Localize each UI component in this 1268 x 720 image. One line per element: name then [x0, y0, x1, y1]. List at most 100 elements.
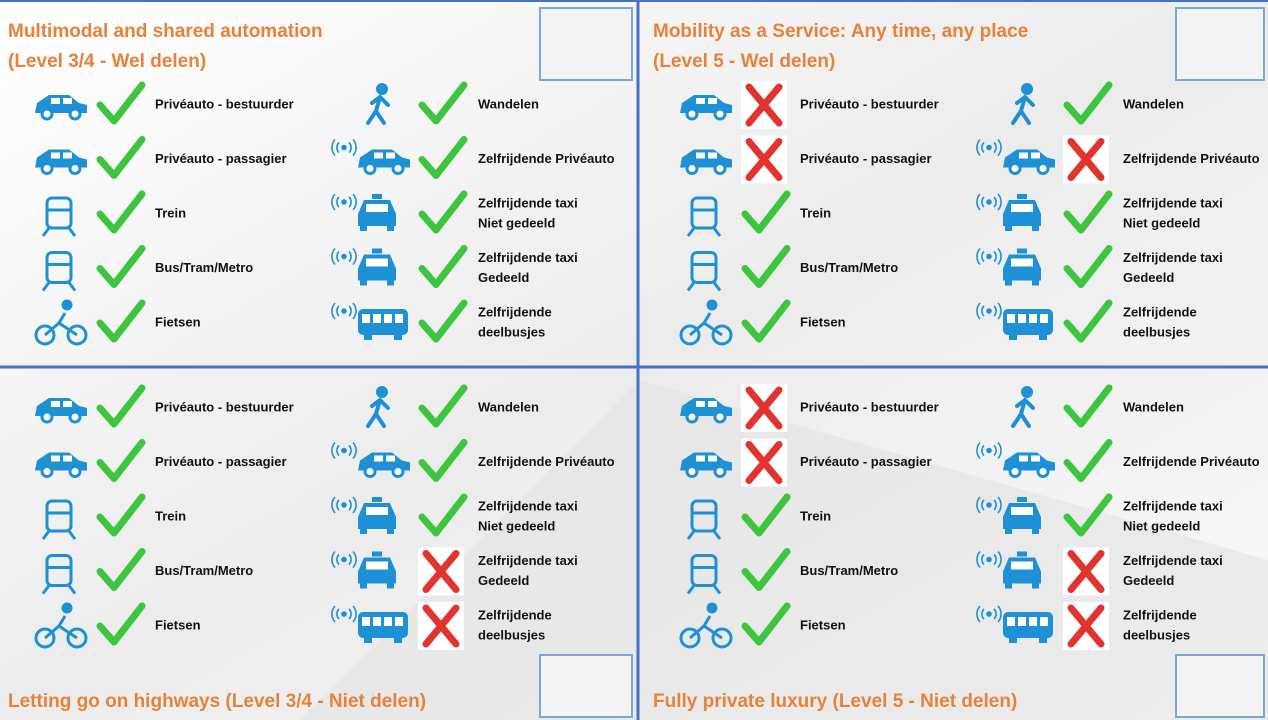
wireless-icon — [331, 247, 357, 266]
wheel — [387, 280, 394, 286]
wheel — [1005, 280, 1012, 286]
mode-label: Wandelen — [478, 399, 539, 414]
wave — [981, 499, 997, 511]
wheel — [34, 324, 56, 346]
quadrant-title: Letting go on highways (Level 3/4 - Niet… — [8, 691, 426, 712]
mode-label: Zelfrijdende taxi — [478, 498, 578, 513]
wheel — [364, 335, 372, 340]
wireless-icon — [976, 496, 1002, 514]
mode-label: deelbusjes — [478, 627, 545, 642]
body — [690, 554, 718, 587]
bike-icon — [679, 602, 733, 649]
window — [696, 98, 705, 104]
wireless-icon — [331, 138, 357, 157]
walker-icon — [366, 83, 390, 125]
body — [45, 554, 73, 587]
window — [63, 401, 72, 407]
wave — [976, 550, 1002, 569]
window — [63, 98, 72, 104]
mode-label: Trein — [155, 508, 186, 523]
wave — [331, 550, 357, 569]
wave — [331, 496, 357, 514]
body — [1003, 254, 1041, 281]
train-icon — [686, 554, 722, 595]
body — [1003, 557, 1041, 584]
window — [386, 152, 395, 159]
train-icon — [41, 499, 77, 540]
wireless-icon — [331, 605, 357, 623]
sign — [372, 194, 382, 199]
check-mark — [96, 439, 146, 482]
taxi-icon — [358, 551, 396, 589]
mode-label: Wandelen — [1123, 96, 1184, 111]
mode-label: deelbusjes — [478, 324, 545, 339]
wave — [336, 250, 352, 263]
train-icon — [41, 554, 77, 595]
wireless-icon — [976, 441, 1002, 460]
frame — [689, 312, 723, 337]
train-icon — [686, 196, 722, 237]
check-mark — [418, 245, 468, 288]
dot — [341, 253, 347, 260]
mode-label: Gedeeld — [478, 270, 529, 285]
wave — [976, 441, 1002, 460]
wheel — [713, 465, 727, 478]
wheel — [713, 107, 727, 121]
window — [696, 401, 705, 407]
rails — [686, 227, 722, 237]
car-icon — [680, 398, 732, 424]
window — [696, 152, 705, 159]
head — [61, 602, 73, 614]
mode-label: Wandelen — [1123, 399, 1184, 414]
wave — [336, 196, 352, 208]
rails — [686, 530, 722, 540]
wave — [331, 247, 357, 266]
sign — [372, 497, 382, 502]
window — [1007, 617, 1015, 626]
rails — [686, 281, 722, 292]
dot — [341, 611, 347, 617]
mode-label: Niet gedeeld — [1123, 215, 1200, 230]
wheel — [40, 107, 54, 121]
mode-label: Gedeeld — [478, 573, 529, 588]
window — [1019, 455, 1028, 462]
check-mark — [96, 493, 146, 537]
mode-label: Privéauto - bestuurder — [155, 96, 294, 111]
wave — [336, 141, 352, 154]
dot — [341, 556, 347, 563]
wave — [981, 141, 997, 154]
car-icon — [35, 452, 87, 478]
wheel — [360, 529, 367, 534]
wheel — [68, 410, 82, 424]
window — [1031, 152, 1040, 159]
mode-label: Zelfrijdende taxi — [1123, 553, 1223, 568]
mode-label: Zelfrijdende Privéauto — [478, 151, 615, 166]
dot — [986, 611, 992, 617]
cross-mark — [745, 138, 783, 181]
wheel — [1039, 638, 1047, 643]
check-mark — [418, 190, 468, 234]
rails — [41, 227, 77, 237]
wheel — [363, 162, 377, 175]
rails — [41, 281, 77, 292]
bus-icon — [1003, 309, 1053, 340]
wave — [336, 608, 352, 620]
mode-label: Zelfrijdende taxi — [478, 195, 578, 210]
wireless-icon — [976, 247, 1002, 266]
mode-label: Gedeeld — [1123, 573, 1174, 588]
dot — [341, 144, 347, 151]
car-icon — [680, 452, 732, 478]
window — [1018, 617, 1026, 626]
check-mark — [741, 493, 791, 537]
mode-label: Zelfrijdende — [1123, 304, 1197, 319]
wheel — [360, 226, 367, 231]
check-mark — [1063, 190, 1113, 234]
window — [366, 258, 388, 267]
wheel — [1036, 465, 1050, 478]
window — [1007, 314, 1015, 323]
wave — [976, 302, 1002, 320]
mode-label: Zelfrijdende — [478, 304, 552, 319]
taxi-icon — [358, 497, 396, 534]
mode-label: Zelfrijdende Privéauto — [478, 454, 615, 469]
